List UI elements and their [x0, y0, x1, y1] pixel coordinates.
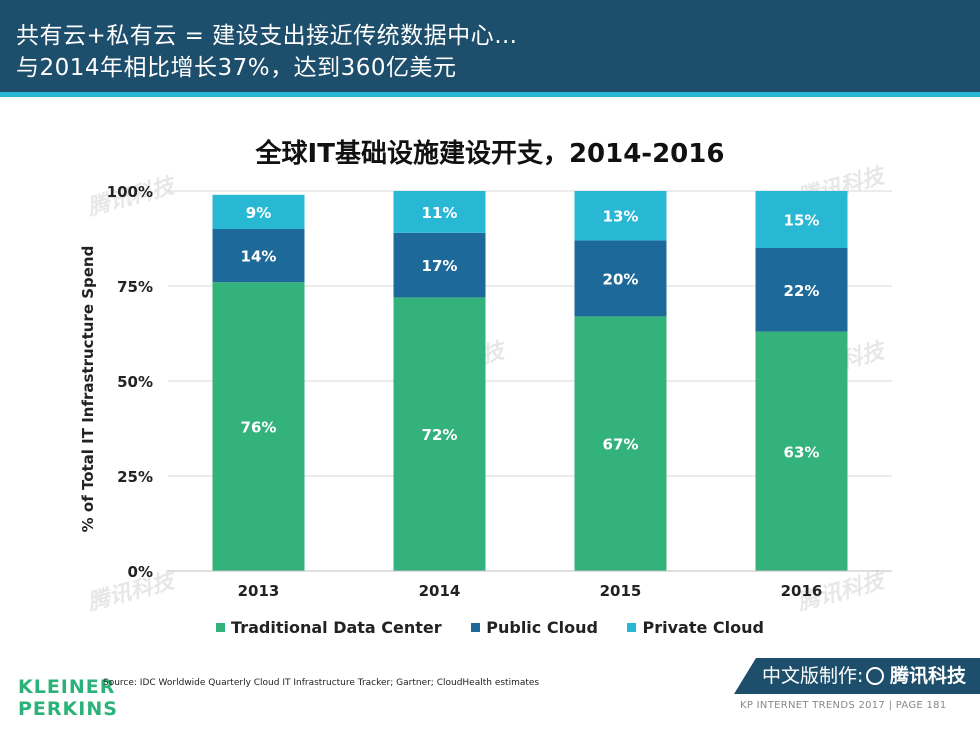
kleiner-perkins-logo: KLEINER PERKINS — [18, 676, 118, 720]
logo-line-2: PERKINS — [18, 698, 118, 720]
y-tick-label-50: 50% — [117, 373, 153, 391]
legend-item-private: Private Cloud — [627, 618, 764, 637]
logo-line-1: KLEINER — [18, 676, 116, 698]
legend-label-private: Private Cloud — [642, 618, 764, 637]
data-label-public-cloud-2013: 14% — [241, 248, 277, 266]
header-title-line1: 共有云+私有云 = 建设支出接近传统数据中心… — [16, 23, 518, 49]
x-tick-label-2013: 2013 — [238, 582, 280, 600]
page-footer: KP INTERNET TRENDS 2017 | PAGE 181 — [740, 700, 947, 711]
bar-public-cloud-2016 — [755, 248, 848, 332]
legend-label-public: Public Cloud — [486, 618, 598, 637]
bar-traditional-data-center-2015 — [574, 316, 667, 571]
header-banner — [0, 0, 980, 92]
y-tick-label-75: 75% — [117, 278, 153, 296]
chart-title: 全球IT基础设施建设开支，2014-2016 — [255, 139, 725, 169]
legend-label-traditional: Traditional Data Center — [231, 618, 442, 637]
y-tick-label-100: 100% — [107, 183, 153, 201]
x-tick-label-2015: 2015 — [600, 582, 642, 600]
legend-swatch-public — [471, 623, 481, 632]
data-label-private-cloud-2013: 9% — [246, 204, 271, 222]
data-label-traditional-data-center-2015: 67% — [603, 436, 639, 454]
legend-item-public: Public Cloud — [471, 618, 598, 637]
data-label-private-cloud-2014: 11% — [422, 204, 458, 222]
y-tick-label-25: 25% — [117, 468, 153, 486]
tencent-logo-icon — [866, 667, 884, 685]
y-tick-label-0: 0% — [128, 563, 153, 581]
data-label-traditional-data-center-2016: 63% — [784, 443, 820, 461]
header-title-line2: 与2014年相比增长37%，达到360亿美元 — [16, 55, 457, 81]
bar-public-cloud-2015 — [574, 240, 667, 317]
bar-private-cloud-2013 — [212, 194, 305, 229]
legend-swatch-private — [627, 623, 637, 632]
data-label-public-cloud-2016: 22% — [784, 282, 820, 300]
legend-swatch-traditional — [216, 623, 226, 632]
bar-traditional-data-center-2014 — [393, 297, 486, 571]
data-label-private-cloud-2016: 15% — [784, 212, 820, 230]
bar-private-cloud-2016 — [755, 191, 848, 248]
header-stripe — [0, 92, 980, 97]
bar-private-cloud-2014 — [393, 191, 486, 233]
badge-label: 中文版制作: — [762, 665, 864, 687]
chinese-edition-badge: 中文版制作: 腾讯科技 — [734, 658, 980, 694]
data-label-traditional-data-center-2013: 76% — [241, 419, 277, 437]
bar-private-cloud-2015 — [574, 191, 667, 241]
bar-public-cloud-2013 — [212, 229, 305, 283]
bar-traditional-data-center-2013 — [212, 282, 305, 571]
data-label-public-cloud-2015: 20% — [603, 270, 639, 288]
bar-traditional-data-center-2016 — [755, 331, 848, 571]
source-note: Source: IDC Worldwide Quarterly Cloud IT… — [103, 678, 540, 688]
x-tick-label-2016: 2016 — [781, 582, 823, 600]
badge-brand: 腾讯科技 — [890, 665, 967, 687]
legend-item-traditional: Traditional Data Center — [216, 618, 442, 637]
chart-legend: Traditional Data Center Public Cloud Pri… — [0, 618, 980, 637]
data-label-traditional-data-center-2014: 72% — [422, 426, 458, 444]
bar-public-cloud-2014 — [393, 232, 486, 298]
data-label-public-cloud-2014: 17% — [422, 257, 458, 275]
x-tick-label-2014: 2014 — [419, 582, 461, 600]
data-label-private-cloud-2015: 13% — [603, 208, 639, 226]
